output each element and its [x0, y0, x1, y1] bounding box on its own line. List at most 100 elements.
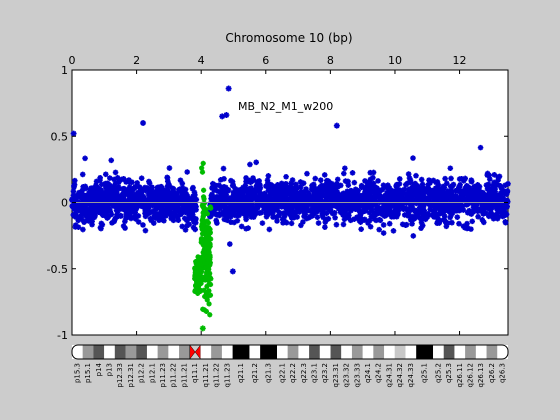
point-main — [351, 216, 357, 222]
point-main — [405, 171, 412, 177]
ideogram-band — [465, 345, 476, 359]
point-main — [297, 198, 304, 205]
point-main — [440, 183, 447, 190]
point-main — [413, 200, 420, 207]
point-main — [365, 220, 371, 226]
point-main — [352, 192, 359, 199]
point-main — [288, 180, 294, 187]
point-main — [282, 199, 289, 205]
point-main — [360, 203, 367, 209]
point-main — [188, 195, 195, 202]
band-label: p11.21 — [180, 363, 188, 387]
point-main — [253, 159, 260, 166]
band-label: q26.11 — [456, 363, 464, 387]
point-deletion — [203, 290, 210, 296]
point-main — [158, 184, 164, 190]
point-main — [383, 184, 390, 191]
point-main — [229, 195, 235, 202]
point-main — [215, 211, 222, 217]
point-main — [307, 194, 314, 201]
y-tick-label: -1 — [57, 329, 68, 342]
point-main — [208, 200, 215, 207]
point-main — [433, 179, 439, 186]
point-main — [165, 188, 171, 194]
point-main — [132, 201, 139, 207]
point-main — [483, 192, 489, 198]
point-main — [453, 206, 460, 213]
band-label: p15.1 — [84, 363, 92, 383]
point-main — [324, 191, 331, 197]
point-main — [471, 192, 477, 199]
point-deletion — [199, 231, 206, 237]
point-main — [314, 214, 321, 221]
point-main — [182, 227, 189, 233]
point-main — [80, 198, 87, 204]
point-main — [145, 203, 152, 209]
data-points — [69, 85, 511, 332]
point-main — [456, 220, 462, 227]
point-main — [158, 196, 165, 203]
point-main — [308, 201, 315, 208]
point-main — [135, 189, 141, 196]
point-main — [335, 205, 342, 212]
point-main — [349, 170, 356, 176]
band-label: q24.2 — [375, 363, 383, 383]
point-main — [414, 193, 421, 200]
point-main — [122, 225, 128, 231]
point-main — [403, 194, 410, 200]
point-main — [339, 205, 346, 212]
point-main — [314, 198, 320, 204]
point-main — [269, 210, 276, 216]
point-main — [421, 208, 428, 214]
point-outlier — [333, 122, 340, 129]
point-main — [232, 185, 238, 192]
point-main — [245, 197, 252, 203]
point-main — [150, 220, 157, 226]
point-outlier — [140, 120, 147, 126]
point-deletion — [195, 290, 201, 296]
point-main — [475, 213, 481, 220]
point-main — [309, 198, 316, 205]
point-main — [500, 194, 506, 201]
point-main — [184, 207, 190, 214]
point-deletion — [207, 292, 214, 298]
point-main — [434, 196, 440, 202]
band-label: q24.31 — [385, 363, 393, 387]
ideogram-band — [497, 345, 508, 359]
ideogram-band — [384, 345, 395, 359]
point-main — [109, 197, 115, 204]
ideogram-band — [114, 345, 126, 359]
point-main — [426, 177, 432, 183]
point-main — [357, 219, 364, 225]
point-main — [133, 205, 140, 212]
point-main — [476, 196, 483, 202]
point-main — [149, 184, 155, 191]
point-main — [486, 176, 493, 182]
point-main — [276, 209, 283, 216]
point-main — [227, 213, 234, 220]
band-label: q23.31 — [332, 363, 340, 387]
point-main — [351, 179, 358, 186]
point-main — [431, 214, 437, 220]
point-main — [331, 198, 338, 205]
point-main — [83, 197, 89, 204]
ideogram-band — [125, 345, 137, 359]
point-main — [416, 204, 423, 211]
point-main — [341, 209, 348, 216]
point-main — [409, 213, 415, 220]
point-main — [333, 189, 340, 195]
point-main — [382, 212, 388, 218]
point-main — [179, 186, 186, 192]
point-main — [403, 205, 409, 212]
point-main — [348, 187, 354, 194]
point-main — [132, 194, 138, 200]
point-main — [444, 180, 450, 187]
point-main — [270, 183, 277, 190]
point-main — [280, 210, 287, 217]
point-main — [374, 211, 380, 217]
point-main — [397, 194, 404, 201]
point-deletion — [203, 241, 210, 247]
point-main — [371, 210, 377, 216]
ideogram-band — [221, 345, 233, 359]
ideogram-band — [136, 345, 147, 359]
